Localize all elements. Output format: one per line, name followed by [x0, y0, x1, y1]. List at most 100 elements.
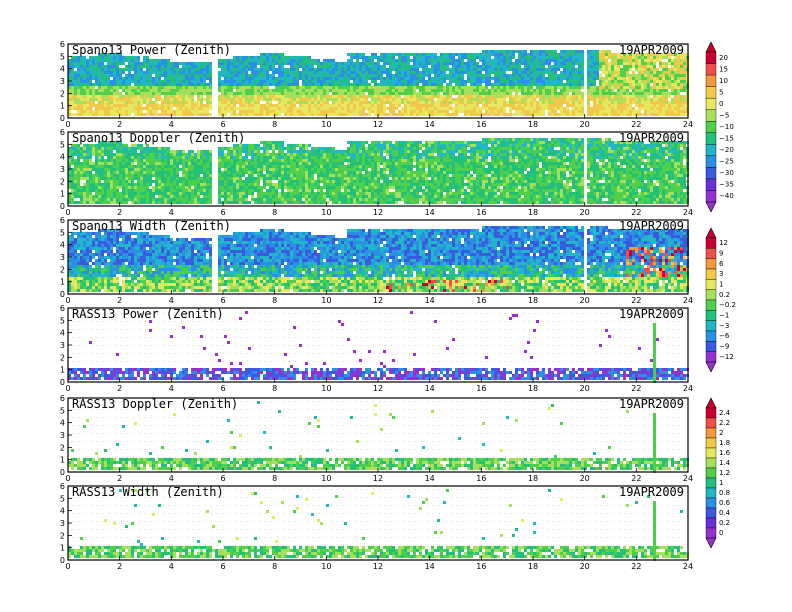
- panel-date: 19APR2009: [619, 307, 684, 321]
- colorbar-swatch: [706, 498, 716, 508]
- y-tick-label: 0: [60, 468, 65, 477]
- x-tick-label: 2: [117, 296, 122, 305]
- y-tick-label: 0: [60, 114, 65, 123]
- x-tick-label: 24: [683, 384, 693, 393]
- colorbar-label: −40: [719, 192, 734, 200]
- colorbar-swatch: [706, 121, 716, 133]
- x-tick-label: 22: [631, 208, 641, 217]
- y-tick-label: 0: [60, 378, 65, 387]
- colorbar-swatch: [706, 418, 716, 428]
- colorbar-swatch: [706, 438, 716, 448]
- x-tick-label: 6: [220, 562, 225, 571]
- colorbar-label: 9: [719, 250, 723, 258]
- colorbar-swatch: [706, 518, 716, 528]
- colorbar-swatch: [706, 528, 716, 538]
- x-tick-label: 8: [272, 208, 277, 217]
- x-tick-label: 10: [321, 384, 331, 393]
- colorbar-swatch: [706, 321, 716, 331]
- y-tick-label: 3: [60, 341, 65, 350]
- x-tick-label: 2: [117, 208, 122, 217]
- colorbar-swatch: [706, 190, 716, 202]
- panel-title: Spano13 Width (Zenith): [72, 219, 231, 233]
- x-tick-label: 8: [272, 474, 277, 483]
- colorbar-label: −30: [719, 169, 734, 177]
- x-tick-label: 12: [373, 208, 383, 217]
- x-tick-label: 6: [220, 120, 225, 129]
- colorbar-label: −20: [719, 146, 734, 154]
- y-tick-label: 6: [60, 216, 65, 225]
- colorbar-swatch: [706, 468, 716, 478]
- x-tick-label: 0: [65, 562, 70, 571]
- colorbar-label: 10: [719, 77, 728, 85]
- panel-title: Spano13 Power (Zenith): [72, 43, 231, 57]
- y-tick-label: 6: [60, 128, 65, 137]
- colorbar-bottom-arrow: [706, 538, 716, 548]
- colorbar-swatch: [706, 179, 716, 191]
- colorbar-label: 15: [719, 65, 728, 73]
- panel-date: 19APR2009: [619, 131, 684, 145]
- colorbar-label: 1.6: [719, 449, 731, 457]
- colorbar-label: 1.2: [719, 469, 730, 477]
- x-tick-label: 20: [580, 474, 590, 483]
- x-tick-label: 18: [528, 208, 538, 217]
- colorbar-swatch: [706, 167, 716, 179]
- colorbar-label: 2.4: [719, 409, 731, 417]
- colorbar-label: 20: [719, 54, 728, 62]
- colorbar-swatch: [706, 238, 716, 248]
- x-tick-label: 2: [117, 120, 122, 129]
- colorbar-label: −1: [719, 312, 729, 320]
- colorbar-swatch: [706, 448, 716, 458]
- x-tick-label: 18: [528, 474, 538, 483]
- colorbar-swatch: [706, 110, 716, 122]
- y-tick-label: 2: [60, 89, 65, 98]
- x-tick-label: 4: [169, 296, 174, 305]
- y-tick-label: 2: [60, 443, 65, 452]
- colorbar-swatch: [706, 290, 716, 300]
- y-tick-label: 5: [60, 228, 65, 237]
- x-tick-label: 10: [321, 562, 331, 571]
- x-tick-label: 8: [272, 296, 277, 305]
- x-tick-label: 4: [169, 120, 174, 129]
- colorbar-label: −15: [719, 135, 734, 143]
- colorbar-label: 3: [719, 270, 723, 278]
- colorbar-top-arrow: [706, 398, 716, 408]
- x-tick-label: 20: [580, 562, 590, 571]
- y-tick-label: 0: [60, 202, 65, 211]
- x-tick-label: 0: [65, 384, 70, 393]
- colorbar-label: 0.2: [719, 519, 730, 527]
- x-tick-label: 16: [476, 120, 486, 129]
- colorbar-label: 2.2: [719, 419, 730, 427]
- colorbar-label: 0.8: [719, 489, 730, 497]
- y-tick-label: 5: [60, 494, 65, 503]
- x-tick-label: 16: [476, 474, 486, 483]
- colorbar-label: −0.2: [719, 301, 736, 309]
- x-tick-label: 22: [631, 562, 641, 571]
- x-tick-label: 0: [65, 474, 70, 483]
- y-tick-label: 4: [60, 241, 65, 250]
- x-tick-label: 6: [220, 296, 225, 305]
- y-tick-label: 6: [60, 304, 65, 313]
- x-tick-label: 8: [272, 384, 277, 393]
- x-tick-label: 18: [528, 562, 538, 571]
- colorbar-swatch: [706, 331, 716, 341]
- y-tick-label: 6: [60, 394, 65, 403]
- y-tick-label: 5: [60, 406, 65, 415]
- y-tick-label: 3: [60, 253, 65, 262]
- colorbar-label: 1: [719, 479, 723, 487]
- x-tick-label: 10: [321, 296, 331, 305]
- colorbar-swatch: [706, 133, 716, 145]
- colorbar-3: 2.42.221.81.61.41.210.80.60.40.20: [706, 398, 731, 548]
- colorbar-label: 12: [719, 239, 728, 247]
- colorbar-label: −10: [719, 123, 734, 131]
- x-tick-label: 24: [683, 474, 693, 483]
- x-tick-label: 14: [425, 208, 435, 217]
- x-tick-label: 12: [373, 296, 383, 305]
- x-tick-label: 14: [425, 562, 435, 571]
- x-tick-label: 4: [169, 474, 174, 483]
- colorbar-label: 1.4: [719, 459, 731, 467]
- x-tick-label: 2: [117, 384, 122, 393]
